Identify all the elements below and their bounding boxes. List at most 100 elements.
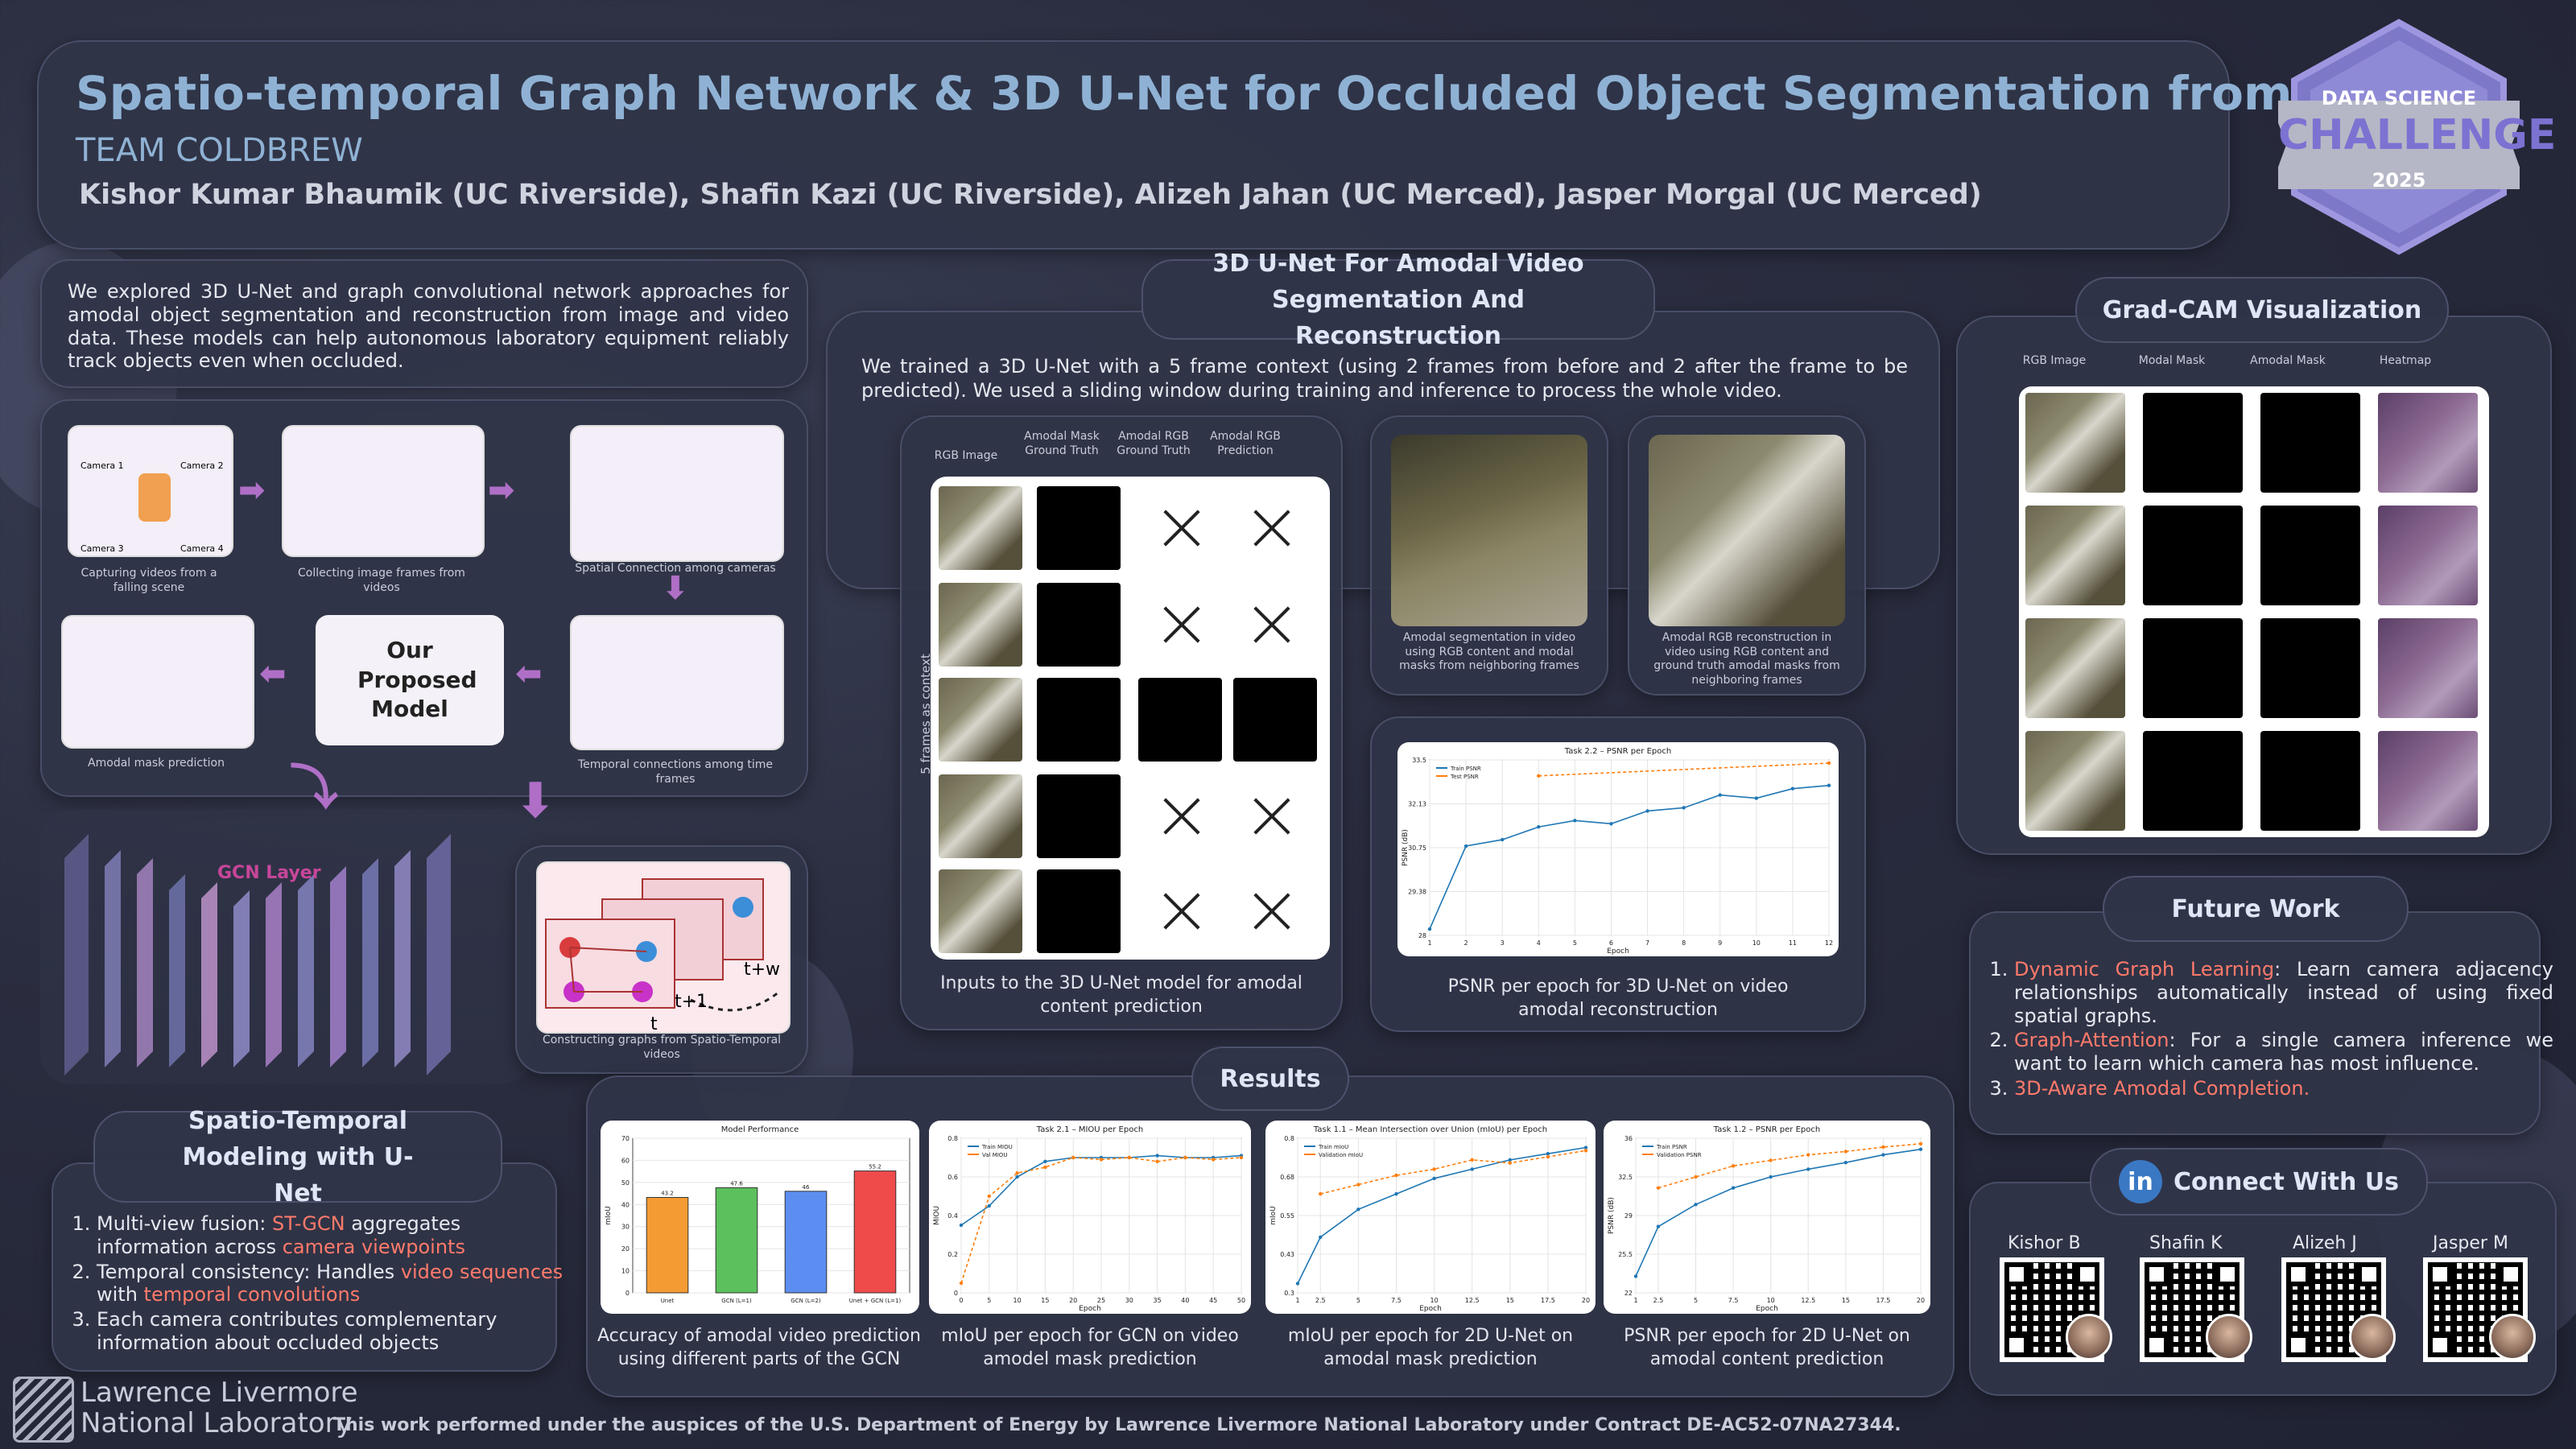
missing-icon [1158,601,1206,649]
llnl-logo-icon [13,1377,74,1443]
inputs-grid [931,477,1330,960]
data-point [1319,1235,1323,1240]
x-tick-label: 2 [1464,939,1468,947]
missing-icon [1248,504,1296,552]
data-point [1295,1282,1300,1286]
gradcam-modal [2143,393,2243,493]
mask-frame [1037,486,1121,570]
intro-panel: We explored 3D U-Net and graph convoluti… [40,259,808,388]
rgb-pred-frame [1233,678,1317,762]
linkedin-icon[interactable]: in [2119,1160,2162,1203]
chart-title: Task 1.2 – PSNR per Epoch [1713,1125,1820,1134]
x-tick-label: 2.5 [1653,1297,1664,1304]
model-performance-chart: Model Performance mIoU 0 10 20 30 40 50 60 70 43.2… [605,1125,910,1304]
x-axis-label: Epoch [1607,947,1629,956]
y-tick-label: 20 [621,1245,630,1253]
x-tick-label: 5 [1573,939,1577,947]
rgb-frame [939,486,1022,570]
data-point [1769,1174,1773,1179]
gradcam-modal [2143,731,2243,831]
x-tick-label: 1 [1427,939,1431,947]
badge-line2: CHALLENGE [2278,111,2557,159]
y-tick-label: 33.5 [1412,757,1426,764]
graph-panel: t t+1 t+w Constructing graphs from Spati… [515,845,808,1074]
data-point [1319,1191,1323,1196]
y-tick-label: 0 [625,1290,630,1297]
data-point [1881,1153,1885,1157]
x-tick-label: 15 [1041,1297,1049,1304]
bar-value-label: 47.6 [730,1180,743,1187]
y-tick-label: 32.13 [1408,801,1426,808]
arrow-down-icon: ⬇ [662,570,689,607]
mask-frame [1037,774,1121,858]
x-tick-label: 12.5 [1801,1297,1815,1304]
capture-scene-card: Camera 1 Camera 2 Camera 3 Camera 4 [68,425,233,557]
data-point [1183,1155,1187,1160]
member-name: Kishor B [2008,1233,2081,1253]
x-axis-label: Epoch [1079,1305,1101,1313]
time-label: t+1 [675,992,708,1012]
x-tick-label: 11 [1789,939,1797,947]
caption-seg: Amodal segmentation in video using RGB c… [1399,631,1579,672]
legend-label: Validation mIoU [1319,1152,1363,1158]
x-tick-label: 7.5 [1728,1297,1739,1304]
col-header: RGB Image [934,449,998,462]
data-point [1583,1149,1588,1153]
mask-frame [1037,678,1121,762]
chart-title: Task 2.1 – MIOU per Epoch [1036,1125,1143,1134]
gradcam-amodal [2260,506,2360,605]
amodal-mask-card [61,615,254,749]
rgb-recon-image [1649,435,1845,626]
bar-value-label: 46 [803,1184,810,1191]
future-item: 3D-Aware Amodal Completion. [2014,1077,2553,1100]
gradcam-amodal [2260,731,2360,831]
data-point [1731,1186,1736,1190]
caption-collect: Collecting image frames from videos [298,567,465,594]
camera-label: Camera 1 [80,460,124,471]
gradcam-heatmap [2378,393,2478,493]
results-caption: Accuracy of amodal video prediction usin… [597,1326,921,1369]
col-header: Amodal RGB Ground Truth [1117,430,1191,457]
caption-spatial: Spatial Connection among cameras [575,562,776,575]
data-point [1843,1150,1848,1154]
x-tick-label: 17.5 [1876,1297,1891,1304]
y-tick-label: 0.8 [1284,1135,1294,1142]
data-point [1356,1183,1360,1187]
data-point [1239,1155,1244,1160]
x-tick-label: GCN (L=1) [721,1298,752,1304]
data-point [1155,1154,1159,1158]
data-point [1718,793,1722,797]
y-tick-label: 0.43 [1280,1251,1294,1258]
data-point [1427,927,1432,931]
footer-note: This work performed under the auspices o… [333,1415,1901,1435]
x-tick-label: 35 [1154,1297,1162,1304]
qr-code[interactable] [2281,1257,2386,1362]
data-point [1731,1164,1736,1168]
y-tick-label: 0.2 [947,1251,958,1258]
missing-icon [1158,887,1206,935]
badge-line1: DATA SCIENCE [2321,87,2477,109]
y-tick-label: 28 [1418,932,1426,939]
data-point [1071,1155,1075,1160]
y-tick-label: 29.38 [1408,889,1426,896]
x-tick-label: 25 [1097,1297,1105,1304]
x-tick-label: 5 [987,1297,991,1304]
x-tick-label: 12.5 [1465,1297,1480,1304]
data-point [1537,825,1541,829]
member-name: Alizeh J [2293,1233,2357,1253]
data-point [1881,1145,1885,1150]
challenge-badge: DATA SCIENCE CHALLENGE 2025 [2270,16,2557,258]
qr-code[interactable] [2000,1257,2104,1362]
hexagon-icon [2270,19,2528,255]
x-tick-label: 1 [1295,1297,1299,1304]
arrow-down-icon: ⤵ [290,760,338,816]
data-point [1694,1203,1698,1207]
rgb-frame [939,583,1022,667]
mask-frame [1037,869,1121,953]
data-point [1508,1161,1512,1165]
result-chart-card: Task 1.2 – PSNR per Epoch Epoch PSNR (dB) 1… [1604,1121,1930,1314]
data-point [1546,1154,1550,1159]
x-tick-label: 1 [1633,1297,1637,1304]
gradcam-modal [2143,506,2243,605]
gcn-stack-icon [64,834,451,1075]
